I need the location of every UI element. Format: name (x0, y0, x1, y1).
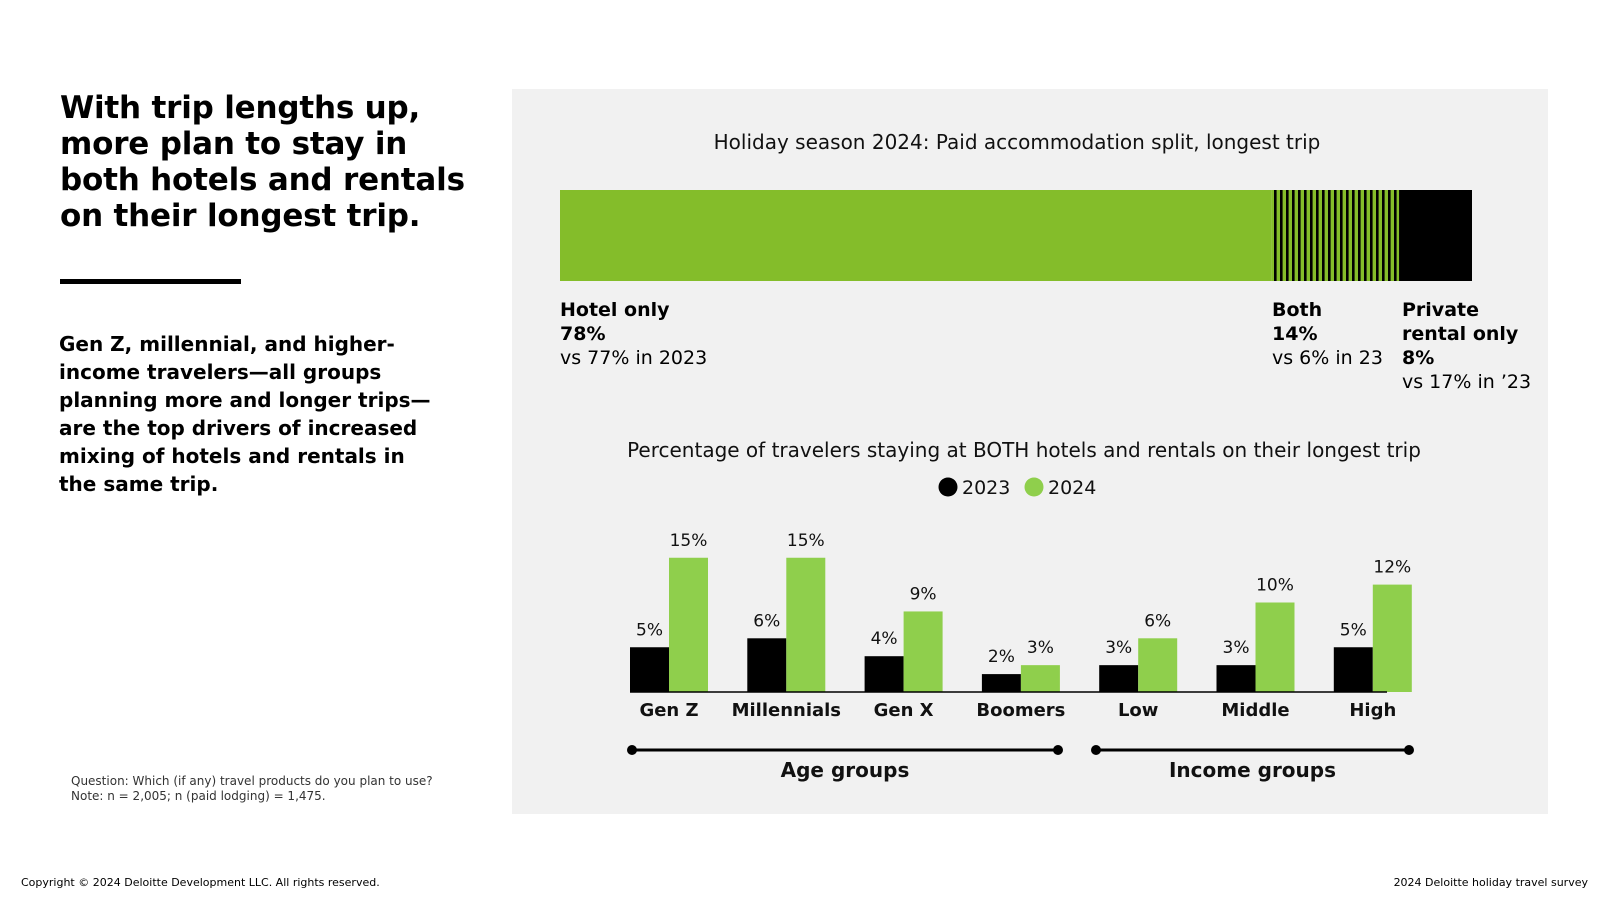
category-label-low: Low (1118, 700, 1158, 721)
age-groups-bracket-start (627, 745, 637, 755)
survey-source: 2024 Deloitte holiday travel survey (1393, 876, 1588, 889)
category-label-gen-z: Gen Z (639, 700, 698, 721)
data-label-2024-gen-x: 9% (910, 584, 937, 604)
category-label-middle: Middle (1221, 700, 1289, 721)
data-label-2024-middle: 10% (1256, 576, 1294, 596)
category-label-gen-x: Gen X (874, 700, 934, 721)
data-label-2024-gen-z: 15% (670, 531, 708, 551)
category-label-boomers: Boomers (976, 700, 1065, 721)
legend-swatch-2023 (938, 477, 958, 497)
data-label-2023-low: 3% (1105, 638, 1132, 658)
copyright: Copyright © 2024 Deloitte Development LL… (21, 876, 380, 889)
both-compare: vs 6% in 23 (1272, 347, 1383, 369)
bar-2024-low (1138, 638, 1178, 692)
legend-label-2023: 2023 (962, 477, 1010, 499)
split-chart-title: Holiday season 2024: Paid accommodation … (714, 130, 1321, 154)
income-groups-label: Income groups (1169, 758, 1336, 782)
bar-2024-middle (1255, 602, 1295, 692)
age-groups-label: Age groups (781, 758, 910, 782)
bar-2024-millennials (786, 557, 826, 692)
bar-2024-high (1372, 584, 1412, 692)
data-label-2023-gen-z: 5% (636, 620, 663, 640)
data-label-2023-millennials: 6% (753, 611, 780, 631)
data-label-2024-boomers: 3% (1027, 638, 1054, 658)
hotel-only-compare: vs 77% in 2023 (560, 347, 708, 369)
sample-note: Note: n = 2,005; n (paid lodging) = 1,47… (71, 788, 326, 803)
notes: Question: Which (if any) travel products… (71, 774, 471, 803)
bar-2024-gen-x (903, 611, 943, 692)
both-chart-title: Percentage of travelers staying at BOTH … (627, 438, 1421, 462)
legend-swatch-2024 (1024, 477, 1044, 497)
headline: With trip lengths up, more plan to stay … (60, 90, 465, 234)
rental-only-name-1: Private (1402, 299, 1479, 321)
category-label-high: High (1349, 700, 1396, 721)
charts-svg: Holiday season 2024: Paid accommodation … (560, 130, 1472, 782)
both-segment (1271, 190, 1400, 281)
income-groups-bracket-start (1091, 745, 1101, 755)
both-name: Both (1272, 299, 1323, 321)
data-label-2023-high: 5% (1340, 620, 1367, 640)
hotel-only-value: 78% (560, 323, 606, 345)
hotel-only-label: Hotel only 78% vs 77% in 2023 (560, 298, 707, 370)
data-label-2024-high: 12% (1373, 558, 1411, 578)
subtext: Gen Z, millennial, and higher-income tra… (59, 332, 431, 496)
bar-2023-high (1333, 647, 1373, 692)
hotel-only-segment (560, 190, 1272, 281)
rental-only-segment (1399, 190, 1472, 281)
bar-2023-gen-x (864, 656, 904, 692)
bar-2023-middle (1216, 665, 1256, 692)
bar-2023-boomers (981, 674, 1021, 692)
age-groups-bracket-end (1053, 745, 1063, 755)
bar-2023-low (1099, 665, 1139, 692)
rental-only-name-2: rental only (1402, 323, 1519, 345)
rental-only-compare: vs 17% in ’23 (1402, 371, 1532, 393)
income-groups-bracket-end (1404, 745, 1414, 755)
bar-2024-boomers (1020, 665, 1060, 692)
data-label-2023-middle: 3% (1223, 638, 1250, 658)
question-note: Question: Which (if any) travel products… (71, 774, 433, 788)
bar-2024-gen-z (669, 557, 708, 692)
rental-only-value: 8% (1402, 347, 1435, 369)
data-label-2024-low: 6% (1144, 611, 1171, 631)
category-label-millennials: Millennials (732, 700, 841, 721)
rental-only-label: Private rental only 8% vs 17% in ’23 (1402, 298, 1531, 394)
both-value: 14% (1272, 323, 1318, 345)
bar-2023-millennials (747, 638, 787, 692)
both-label: Both 14% vs 6% in 23 (1272, 298, 1383, 370)
data-label-2024-millennials: 15% (787, 531, 825, 551)
headline-divider (60, 279, 241, 284)
chart-panel: Holiday season 2024: Paid accommodation … (512, 89, 1548, 814)
data-label-2023-boomers: 2% (988, 647, 1015, 667)
legend-label-2024: 2024 (1048, 477, 1096, 499)
bar-2023-gen-z (630, 647, 669, 692)
hotel-only-name: Hotel only (560, 299, 670, 321)
data-label-2023-gen-x: 4% (871, 629, 898, 649)
